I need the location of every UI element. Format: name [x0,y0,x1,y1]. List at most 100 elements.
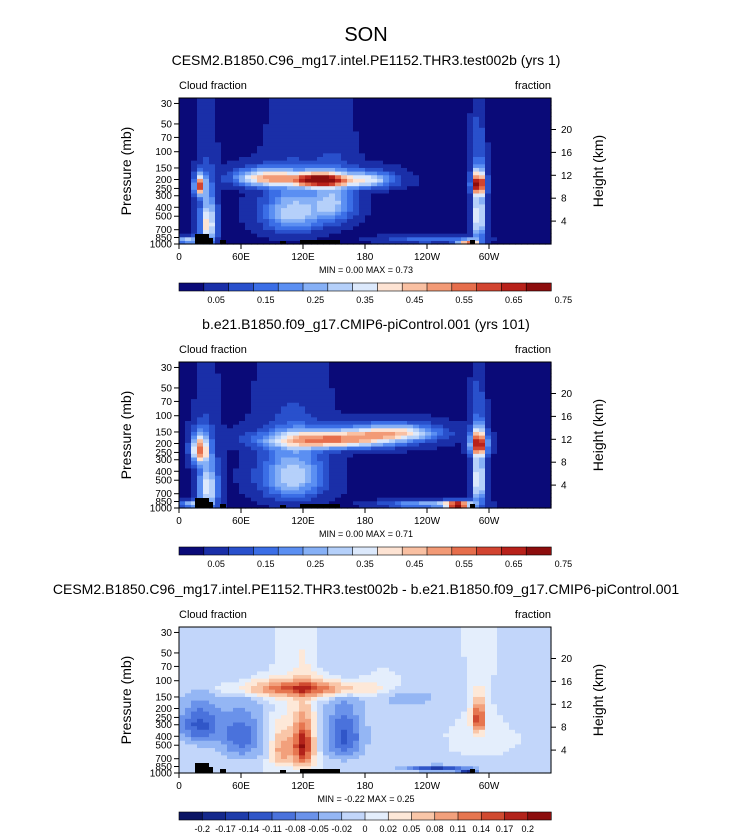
heatmap-cell [527,493,534,498]
heatmap-cell [347,229,354,234]
heatmap-cell [317,160,324,165]
heatmap-cell [221,141,228,147]
heatmap-cell [209,497,216,502]
heatmap-cell [329,178,336,183]
heatmap-cell [413,138,420,143]
heatmap-cell [461,149,468,154]
heatmap-cell [215,478,222,484]
heatmap-cell [245,112,252,117]
heatmap-cell [407,489,414,494]
heatmap-cell [431,145,438,150]
heatmap-cell [329,380,336,385]
heatmap-cell [293,200,300,205]
heatmap-cell [311,445,318,451]
heatmap-cell [545,98,552,103]
heatmap-cell [473,383,480,389]
heatmap-cell [197,431,204,436]
heatmap-cell [203,123,210,128]
heatmap-cell [257,435,264,440]
heatmap-cell [395,105,402,110]
heatmap-cell [407,229,414,234]
heatmap-cell [215,467,222,473]
heatmap-cell [221,203,228,209]
heatmap-cell [275,152,282,157]
heatmap-cell [527,413,534,418]
heatmap-cell [293,376,300,381]
heatmap-cell [293,493,300,498]
heatmap-cell [461,98,468,103]
heatmap-cell [545,203,552,209]
heatmap-cell [179,134,186,139]
heatmap-cell [503,431,510,436]
heatmap-cell [179,138,186,143]
heatmap-cell [335,214,342,220]
heatmap-cell [389,222,396,227]
heatmap-cell [359,504,366,509]
heatmap-cell [251,203,258,209]
heatmap-cell [497,134,504,139]
heatmap-cell [215,214,222,220]
heatmap-cell [545,207,552,212]
heatmap-cell [491,192,498,198]
heatmap-cell [353,240,360,245]
heatmap-cell [287,467,294,473]
heatmap-cell [329,471,336,476]
heatmap-cell [197,119,204,125]
heatmap-cell [437,149,444,154]
heatmap-cell [407,445,414,451]
heatmap-cell [305,482,312,487]
heatmap-cell [233,376,240,381]
heatmap-cell [479,391,486,396]
heatmap-cell [251,236,258,241]
heatmap-cell [215,167,222,172]
heatmap-cell [197,156,204,161]
heatmap-cell [401,116,408,121]
heatmap-cell [533,149,540,154]
heatmap-cell [389,394,396,400]
heatmap-cell [257,449,264,454]
heatmap-cell [443,134,450,139]
heatmap-cell [341,435,348,440]
heatmap-cell [455,420,462,425]
heatmap-cell [491,464,498,469]
heatmap-cell [215,438,222,443]
heatmap-cell [515,398,522,403]
heatmap-cell [437,98,444,103]
heatmap-cell [227,391,234,396]
heatmap-cell [299,438,306,443]
heatmap-cell [203,171,210,176]
heatmap-cell [233,365,240,370]
heatmap-cell [305,372,312,378]
heatmap-cell [293,229,300,234]
heatmap-cell [317,405,324,411]
heatmap-cell [419,424,426,429]
heatmap-cell [455,167,462,172]
heatmap-cell [533,431,540,436]
heatmap-cell [281,112,288,117]
heatmap-cell [455,376,462,381]
heatmap-cell [389,123,396,128]
heatmap-cell [257,398,264,403]
heatmap-cell [431,449,438,454]
heatmap-cell [257,394,264,400]
heatmap-cell [455,141,462,147]
heatmap-cell [497,181,504,187]
heatmap-cell [323,211,330,216]
heatmap-cell [371,376,378,381]
heatmap-cell [455,116,462,121]
heatmap-cell [533,240,540,245]
heatmap-cell [281,152,288,157]
heatmap-cell [419,167,426,172]
heatmap-cell [401,362,408,367]
heatmap-cell [263,141,270,147]
heatmap-cell [347,156,354,161]
heatmap-cell [227,167,234,172]
heatmap-cell [353,464,360,469]
heatmap-cell [209,365,216,370]
heatmap-cell [311,362,318,367]
heatmap-cell [527,405,534,411]
heatmap-cell [473,409,480,414]
heatmap-cell [269,449,276,454]
heatmap-cell [377,402,384,407]
heatmap-cell [455,362,462,367]
